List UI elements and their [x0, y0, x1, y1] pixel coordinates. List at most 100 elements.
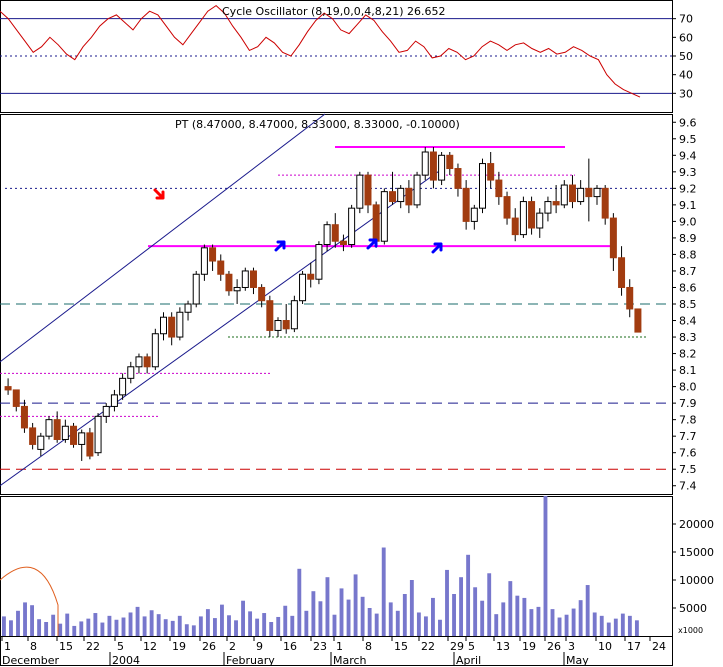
- blue-arrow-icon: [274, 240, 286, 252]
- volume-unit-label: x1000: [678, 626, 703, 635]
- candle-body: [233, 286, 241, 292]
- volume-bar: [93, 613, 98, 636]
- x-day-tick-label: 17: [627, 640, 641, 653]
- volume-bar: [501, 602, 506, 636]
- volume-bar: [346, 599, 351, 636]
- volume-bar: [473, 587, 478, 636]
- volume-bar: [332, 614, 337, 636]
- volume-bar: [409, 580, 414, 636]
- candle-body: [143, 356, 151, 368]
- candle-body: [487, 163, 495, 181]
- candle-body: [299, 273, 307, 302]
- volume-bar: [550, 609, 555, 636]
- x-day-tick-label: 22: [421, 640, 435, 653]
- candle-body: [372, 204, 380, 242]
- candle-body: [503, 196, 511, 219]
- candle-body: [37, 435, 45, 450]
- x-day-tick-label: 19: [522, 640, 536, 653]
- candle-body: [454, 168, 462, 189]
- volume-bar: [304, 610, 309, 636]
- volume-bar: [339, 588, 344, 636]
- x-axis-frame: [0, 636, 673, 666]
- volume-bar: [198, 616, 203, 636]
- price-y-tick-label: 8.8: [679, 248, 697, 261]
- volume-bar: [522, 597, 527, 636]
- volume-bar: [241, 600, 245, 636]
- volume-y-tick-label: 5000: [679, 602, 707, 615]
- candle-body: [519, 201, 527, 236]
- candle-body: [151, 333, 159, 368]
- volume-bar: [234, 620, 238, 636]
- volume-bar: [564, 614, 569, 636]
- volume-bar: [65, 613, 70, 636]
- volume-bar: [445, 569, 449, 636]
- candle-body: [127, 366, 135, 379]
- price-y-tick-label: 8.5: [679, 298, 697, 311]
- volume-bar: [466, 554, 471, 636]
- volume-bar: [318, 601, 323, 636]
- candle-body: [626, 286, 634, 310]
- oscillator-series-line: [0, 4, 641, 98]
- price-y-tick-label: 7.5: [679, 463, 697, 476]
- candle-body: [577, 187, 585, 203]
- x-day-tick-label: 1: [4, 640, 11, 653]
- x-day-tick-label: 12: [143, 640, 157, 653]
- volume-bar: [374, 613, 379, 636]
- candle-body: [192, 273, 200, 305]
- x-month-label: 2004: [112, 654, 140, 667]
- x-month-label: February: [226, 654, 275, 667]
- volume-bar: [585, 585, 590, 636]
- candle-body: [29, 427, 37, 445]
- volume-bar: [128, 612, 133, 636]
- candle-body: [438, 154, 446, 181]
- volume-bar: [149, 610, 154, 636]
- x-day-tick-label: 2: [229, 640, 236, 653]
- candle-body: [119, 377, 127, 396]
- x-day-tick-label: 15: [59, 640, 73, 653]
- volume-y-tick-label: 20000: [679, 518, 714, 531]
- volume-bar: [79, 621, 84, 636]
- price-y-tick-label: 9.3: [679, 166, 697, 179]
- price-y-tick-label: 8.4: [679, 315, 697, 328]
- candle-body: [249, 270, 257, 288]
- candle-body: [258, 286, 266, 302]
- x-day-tick-label: 23: [313, 640, 327, 653]
- candle-body: [511, 217, 519, 236]
- candle-body: [364, 174, 372, 206]
- volume-bar: [37, 619, 42, 636]
- candle-body: [429, 151, 437, 181]
- candle-body: [560, 184, 568, 206]
- candle-body: [4, 386, 12, 391]
- volume-bar: [191, 625, 196, 636]
- x-day-tick-label: 24: [652, 640, 666, 653]
- price-y-tick-label: 8.3: [679, 331, 697, 344]
- candle-body: [413, 174, 421, 206]
- price-y-tick-label: 9.6: [679, 116, 697, 129]
- candle-body: [323, 224, 331, 246]
- candle-body: [70, 425, 78, 445]
- volume-bar: [220, 604, 224, 636]
- volume-bar: [276, 616, 281, 636]
- candle-body: [389, 191, 397, 203]
- candle-body: [552, 201, 560, 206]
- volume-bar: [121, 617, 126, 636]
- price-y-tick-label: 8.0: [679, 381, 697, 394]
- x-day-tick-label: 9: [256, 640, 263, 653]
- candle-body: [495, 179, 503, 198]
- x-day-tick-label: 5: [468, 640, 475, 653]
- candle-body: [405, 187, 413, 206]
- candle-body: [585, 187, 593, 198]
- x-day-tick-label: 8: [365, 640, 372, 653]
- volume-bar: [107, 615, 112, 636]
- volume-bar: [86, 618, 91, 636]
- volume-bar: [620, 613, 625, 636]
- volume-bar: [184, 624, 189, 636]
- volume-bar: [170, 620, 175, 636]
- x-day-tick-label: 10: [598, 640, 612, 653]
- oscillator-y-tick-label: 30: [679, 87, 693, 100]
- volume-bar: [72, 625, 77, 636]
- volume-bar: [135, 606, 140, 636]
- volume-bar: [297, 568, 302, 636]
- price-y-tick-label: 7.9: [679, 397, 697, 410]
